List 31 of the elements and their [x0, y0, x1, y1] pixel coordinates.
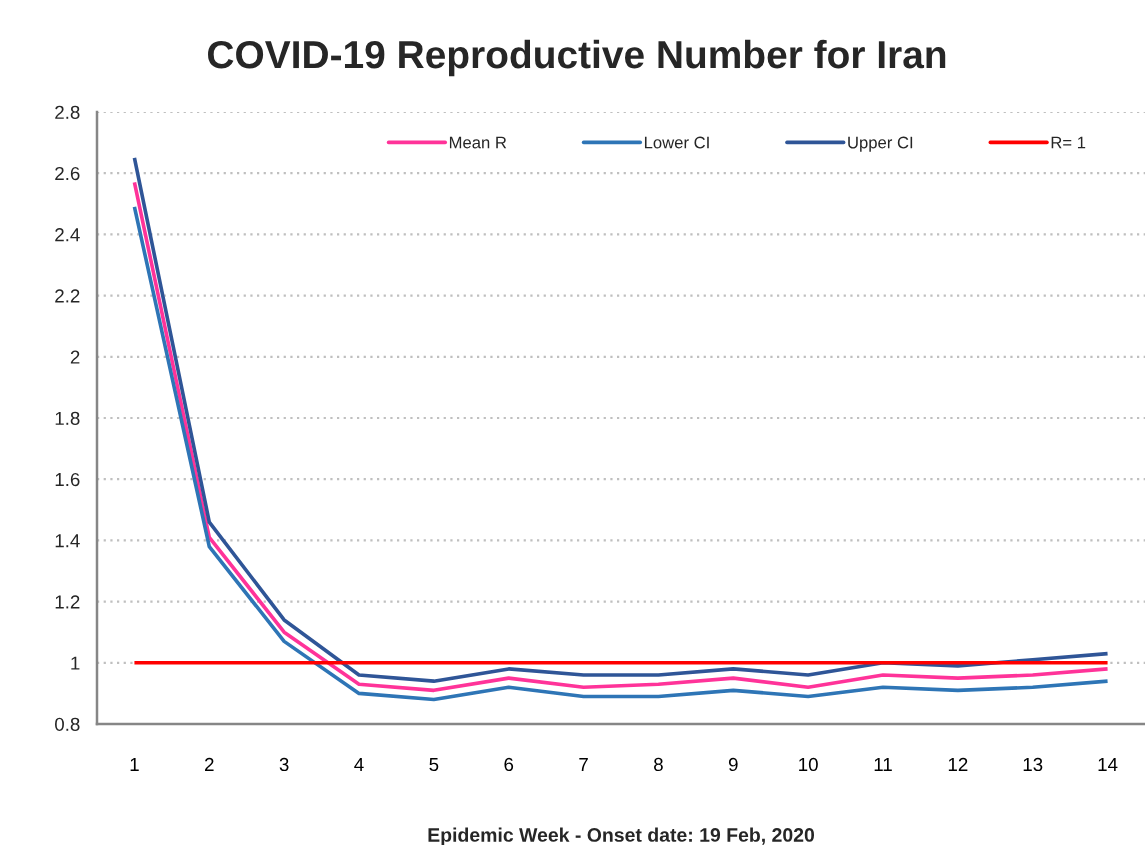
y-tick-label: 1.4 [55, 534, 80, 548]
y-tick-label: 2.6 [55, 166, 80, 181]
chart-title: COVID-19 Reproductive Number for Iran [208, 39, 946, 77]
x-tick-label: 1 [130, 758, 139, 771]
y-tick-label: 1.6 [55, 472, 80, 487]
x-tick-label: 11 [874, 758, 892, 771]
x-tick-label: 7 [579, 758, 588, 771]
legend-label: Lower CI [644, 136, 709, 149]
y-tick-label: 2.2 [55, 289, 80, 303]
y-tick-label: 0.8 [55, 717, 80, 731]
x-tick-label: 8 [654, 757, 663, 772]
legend-label: R= 1 [1051, 136, 1086, 149]
x-tick-label: 3 [279, 757, 289, 772]
x-tick-label: 5 [429, 758, 439, 772]
x-axis-title: Epidemic Week - Onset date: 19 Feb, 2020 [428, 827, 815, 845]
legend-label: Upper CI [848, 136, 913, 152]
x-tick-label: 4 [354, 758, 364, 771]
x-tick-label: 2 [205, 757, 214, 771]
y-tick-label: 1.2 [55, 595, 80, 609]
x-tick-label: 9 [728, 757, 738, 772]
legend-label: Mean R [449, 136, 507, 149]
x-tick-label: 10 [799, 757, 818, 772]
x-tick-label: 6 [504, 757, 514, 772]
y-tick-label: 2.8 [55, 105, 80, 119]
y-tick-label: 2.4 [55, 228, 80, 242]
y-tick-label: 1 [71, 656, 80, 670]
x-tick-label: 12 [948, 757, 968, 771]
y-tick-label: 2 [70, 350, 80, 364]
y-tick-label: 1.8 [55, 411, 80, 425]
x-tick-label: 14 [1098, 758, 1118, 771]
x-tick-label: 13 [1023, 757, 1043, 772]
